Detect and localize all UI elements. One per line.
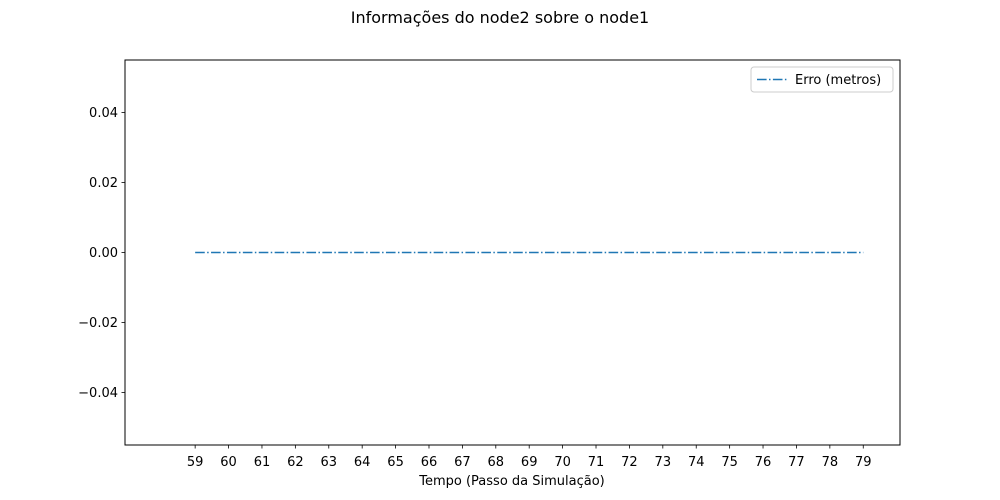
x-tick-label: 71	[588, 455, 605, 470]
x-axis-label: Tempo (Passo da Simulação)	[418, 474, 605, 489]
y-tick-label: 0.04	[89, 106, 118, 121]
x-tick-label: 78	[822, 455, 839, 470]
x-tick-label: 63	[320, 455, 337, 470]
legend-box	[750, 66, 894, 93]
x-tick-label: 76	[755, 455, 772, 470]
legend: Erro (metros)	[750, 66, 894, 93]
x-tick-label: 62	[287, 455, 304, 470]
x-tick-label: 65	[387, 455, 404, 470]
chart-title: Informações do node2 sobre o node1	[351, 8, 649, 27]
y-axis: −0.04 −0.02 0.00 0.02 0.04	[78, 106, 125, 401]
x-tick-label: 59	[187, 455, 204, 470]
x-tick-label: 69	[521, 455, 538, 470]
y-tick-label: 0.00	[89, 246, 118, 261]
x-tick-label: 79	[855, 455, 872, 470]
x-tick-label: 64	[354, 455, 371, 470]
x-tick-label: 75	[721, 455, 738, 470]
legend-label: Erro (metros)	[795, 73, 881, 88]
x-tick-label: 77	[788, 455, 805, 470]
x-tick-label: 68	[488, 455, 505, 470]
x-tick-label: 72	[621, 455, 638, 470]
x-tick-label: 66	[421, 455, 438, 470]
x-tick-label: 61	[254, 455, 271, 470]
x-tick-label: 60	[220, 455, 237, 470]
x-tick-label: 70	[554, 455, 571, 470]
y-tick-label: −0.02	[78, 316, 118, 331]
x-axis: 59 60 61 62 63 64 65 66 67 68 69 70 71 72 73 74 75 76 77 78…	[187, 445, 872, 470]
x-tick-label: 73	[655, 455, 672, 470]
x-tick-label: 67	[454, 455, 471, 470]
x-tick-label: 74	[688, 455, 705, 470]
y-tick-label: −0.04	[78, 386, 118, 401]
y-tick-label: 0.02	[89, 176, 118, 191]
